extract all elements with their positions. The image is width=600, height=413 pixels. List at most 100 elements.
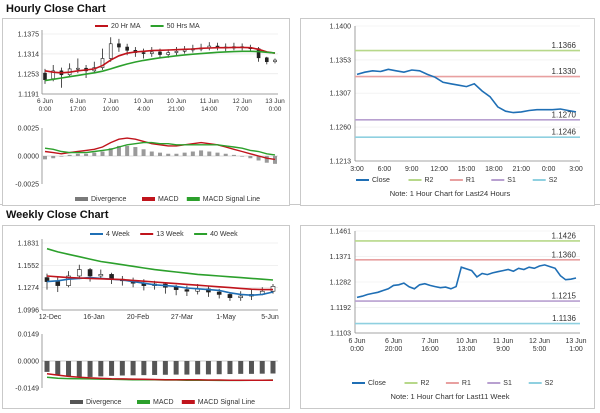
w-pivot-x-tick: 13 Jun 1:00 [565, 338, 586, 353]
h-price-candle-body [166, 52, 171, 55]
w-macd-divergence-bar [55, 361, 61, 375]
w-price-candle-body [238, 295, 244, 298]
weekly-chart-panel [2, 225, 290, 409]
w-macd-divergence-bar [87, 361, 93, 377]
h-macd-divergence-bar [199, 150, 204, 156]
w-macd-divergence-bar [98, 361, 104, 377]
w-price-candle-body [227, 294, 233, 298]
w-price-x-tick: 20-Feb [127, 314, 149, 321]
h-macd-divergence-bar [190, 151, 195, 156]
h-price-x-tick: 13 Jun 0:00 [265, 98, 285, 113]
hourly-section-title: Hourly Close Chart [6, 3, 106, 15]
h-macd-divergence-bar [248, 156, 253, 159]
w-price-x-tick: 5-Jun [261, 314, 279, 321]
h-macd-divergence-bar [166, 153, 171, 156]
w-price-x-tick: 12-Dec [39, 314, 62, 321]
w-macd-divergence-bar [216, 361, 222, 375]
weekly-macd-chart: 0.0149 0.0000 -0.0149 Divergence MACD MACD Si… [15, 332, 278, 406]
h-macd-divergence-bar [256, 156, 261, 161]
h-pivot-level-label-r1: 1.1330 [552, 67, 577, 76]
w-price-candle-body [184, 289, 190, 292]
h-macd-divergence-bar [108, 148, 113, 156]
h-macd-divergence-bar [149, 151, 154, 156]
w-pivot-x-tick: 6 Jun 20:00 [385, 338, 403, 353]
hourly-macd-chart: 0.0025 0.0000 -0.0025 Divergence MACD MACD Si… [15, 126, 278, 203]
h-pivot-legend-label: S1 [507, 177, 516, 184]
h-price-x-tick: 6 Jun 0:00 [37, 98, 53, 113]
h-pivot-legend-label: R1 [466, 177, 475, 184]
h-pivot-y-tick: 1.1307 [330, 91, 352, 98]
h-pivot-y-tick: 1.1260 [330, 125, 352, 132]
w-macd-legend-label: Divergence [86, 399, 122, 406]
w-macd-divergence-bar [270, 361, 276, 374]
w-pivot-x-tick: 11 Jun 9:00 [493, 338, 514, 353]
w-macd-y-tick: -0.0149 [15, 386, 39, 393]
w-macd-legend-label: MACD Signal Line [198, 399, 255, 406]
h-price-y-tick: 1.1375 [18, 32, 40, 39]
w-price-y-tick: 1.1552 [18, 263, 40, 270]
w-pivot-level-label-r1: 1.1360 [552, 250, 577, 259]
h-pivot-x-tick: 6:00 [378, 166, 392, 173]
w-macd-divergence-bar [195, 361, 201, 375]
w-macd-y-tick: 0.0149 [18, 332, 40, 339]
weekly-section-title: Weekly Close Chart [6, 209, 109, 221]
h-macd-divergence-bar [100, 151, 105, 156]
w-macd-divergence-bar [66, 361, 72, 377]
w-price-legend-label: 4 Week [106, 231, 130, 238]
w-price-series-line [46, 276, 274, 297]
h-price-candle-body [182, 49, 187, 52]
h-macd-divergence-bar [240, 156, 245, 157]
w-pivot-y-tick: 1.1461 [330, 229, 352, 236]
w-pivot-level-label-s1: 1.1215 [552, 292, 577, 301]
w-price-x-tick: 16-Jan [83, 314, 105, 321]
w-pivot-level-label-s2: 1.1136 [552, 314, 576, 323]
h-price-x-tick: 6 Jun 17:00 [70, 98, 87, 113]
w-price-candle-body [216, 291, 222, 295]
h-pivot-level-label-s2: 1.1246 [552, 128, 577, 137]
w-price-candle-body [87, 269, 93, 277]
h-macd-divergence-bar [59, 156, 64, 157]
w-macd-legend-label: MACD [153, 399, 174, 406]
h-pivot-close-line [356, 68, 577, 114]
h-pivot-x-tick: 15:00 [458, 166, 476, 173]
w-price-x-tick: 1-May [216, 314, 236, 321]
h-macd-divergence-bar [215, 152, 220, 156]
h-price-candle-body [108, 43, 113, 59]
h-price-candle-body [158, 51, 162, 55]
w-pivot-legend-label: S1 [503, 380, 512, 387]
h-price-x-tick: 10 Jun 4:00 [134, 98, 154, 113]
w-pivot-y-tick: 1.1282 [330, 280, 352, 287]
h-price-candle-body [43, 72, 47, 80]
h-price-candle-body [174, 50, 179, 53]
h-macd-divergence-bar [264, 156, 269, 163]
h-price-y-tick: 1.1314 [18, 51, 40, 58]
w-pivot-y-tick: 1.1192 [330, 305, 351, 312]
w-pivot-level-label-r2: 1.1426 [552, 231, 577, 240]
w-macd-divergence-bar [130, 361, 136, 376]
h-macd-divergence-bar [43, 156, 47, 160]
h-macd-legend-swatch [75, 197, 88, 201]
h-pivot-note: Note: 1 Hour Chart for Last24 Hours [390, 189, 511, 198]
w-macd-divergence-bar [184, 361, 190, 375]
w-macd-legend-swatch [181, 400, 195, 404]
w-macd-divergence-bar [119, 361, 125, 376]
h-macd-divergence-bar [133, 147, 138, 156]
h-price-candle-body [273, 59, 277, 63]
h-price-series-line [44, 46, 276, 74]
h-pivot-x-tick: 12:00 [430, 166, 448, 173]
w-price-candle-body [66, 275, 71, 286]
h-pivot-y-tick: 1.1213 [330, 159, 352, 166]
h-macd-divergence-bar [207, 151, 212, 156]
h-macd-divergence-bar [182, 152, 187, 156]
h-macd-divergence-bar [231, 154, 236, 156]
w-pivot-y-tick: 1.1103 [330, 331, 351, 338]
h-pivot-legend-label: S2 [549, 177, 558, 184]
h-macd-legend-label: Divergence [91, 196, 127, 203]
w-macd-divergence-bar [152, 361, 158, 375]
h-macd-divergence-bar [51, 156, 56, 159]
w-macd-divergence-bar [44, 361, 50, 372]
h-macd-divergence-bar [141, 149, 146, 156]
h-macd-divergence-bar [174, 153, 179, 156]
w-pivot-legend-label: Close [368, 380, 386, 387]
w-macd-series-line [46, 372, 273, 381]
